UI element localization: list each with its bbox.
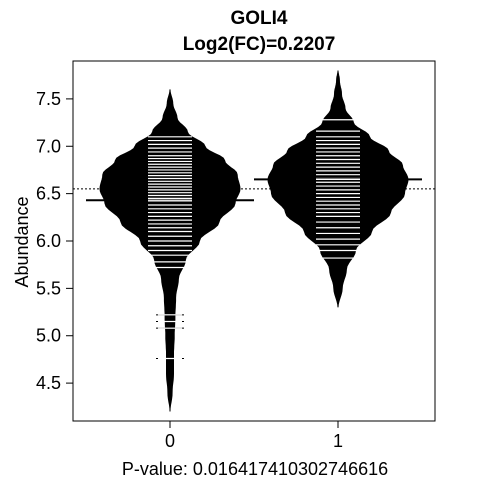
x-axis-label: P-value: 0.016417410302746616 (122, 459, 388, 479)
y-tick-label: 7.0 (36, 136, 61, 156)
y-tick-label: 4.5 (36, 373, 61, 393)
x-tick-label: 1 (333, 431, 343, 451)
x-tick-label: 0 (165, 431, 175, 451)
y-tick-label: 5.5 (36, 278, 61, 298)
chart-title: GOLI4 (230, 8, 287, 29)
plot-border (72, 60, 436, 422)
y-tick-label: 6.0 (36, 231, 61, 251)
bean-1 (267, 70, 409, 308)
y-tick-label: 6.5 (36, 184, 61, 204)
y-axis-label: Abundance (12, 196, 32, 287)
y-tick-label: 7.5 (36, 89, 61, 109)
chart-subtitle: Log2(FC)=0.2207 (183, 34, 336, 55)
y-tick-label: 5.0 (36, 326, 61, 346)
